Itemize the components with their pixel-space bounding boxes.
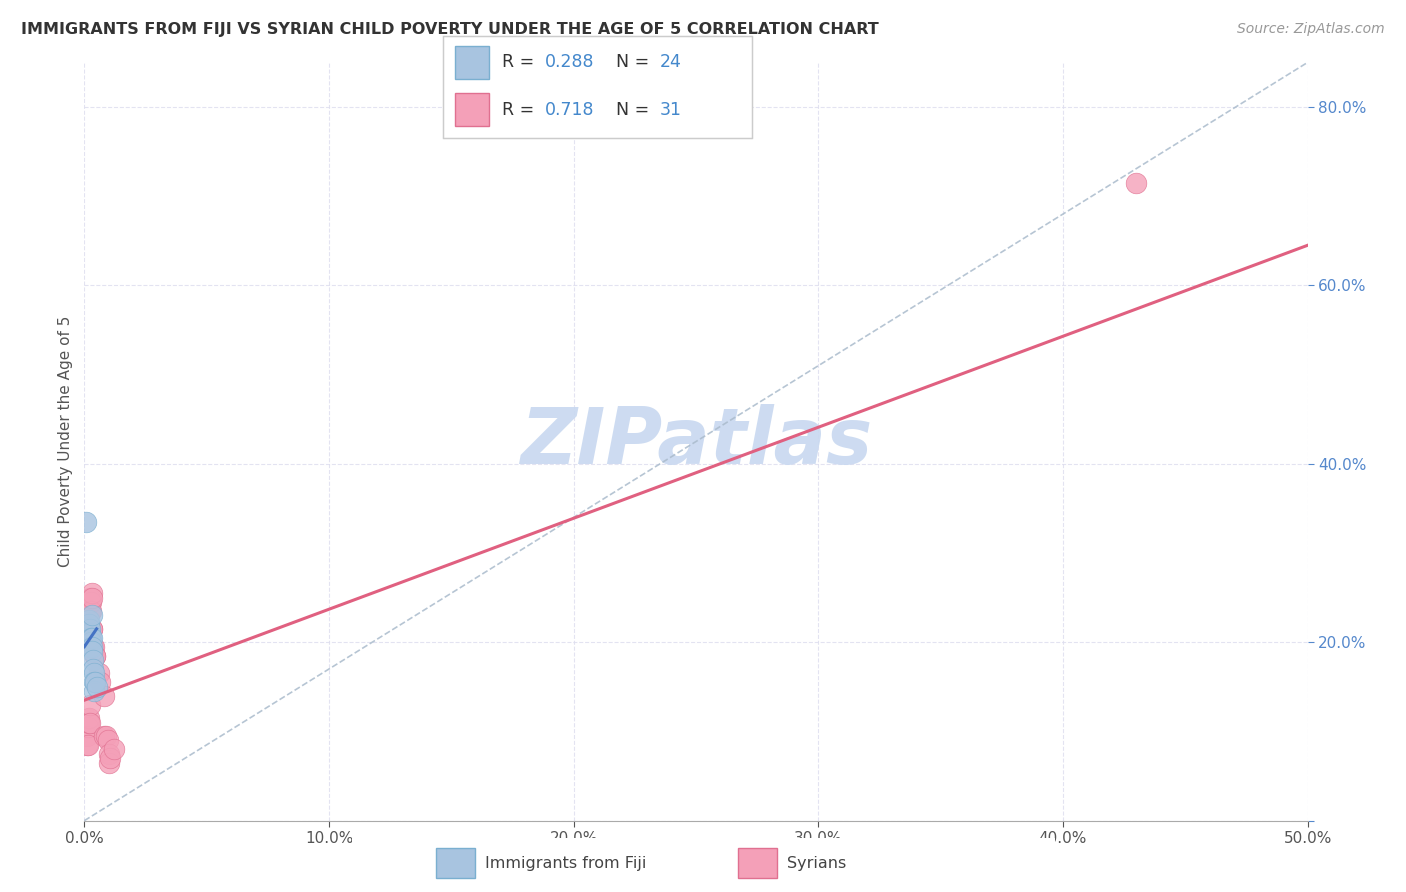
Text: ZIPatlas: ZIPatlas bbox=[520, 403, 872, 480]
Point bbox=[83, 675, 105, 690]
Point bbox=[79, 640, 101, 654]
Point bbox=[77, 626, 100, 640]
Y-axis label: Child Poverty Under the Age of 5: Child Poverty Under the Age of 5 bbox=[58, 316, 73, 567]
Point bbox=[93, 689, 115, 703]
Point bbox=[79, 626, 101, 640]
Point bbox=[80, 608, 103, 623]
Point bbox=[82, 640, 104, 654]
Point bbox=[77, 617, 100, 632]
Point bbox=[80, 604, 103, 618]
Point bbox=[84, 648, 107, 663]
Point bbox=[1125, 176, 1147, 190]
Point bbox=[103, 742, 125, 756]
Point bbox=[97, 747, 120, 761]
Point bbox=[89, 675, 111, 690]
Point bbox=[80, 631, 103, 645]
Text: 0.718: 0.718 bbox=[546, 101, 595, 119]
Point bbox=[86, 680, 108, 694]
Point bbox=[82, 653, 104, 667]
Bar bbox=[456, 45, 489, 78]
Point bbox=[77, 720, 100, 734]
Point bbox=[76, 622, 98, 636]
Point bbox=[82, 644, 104, 658]
Text: 31: 31 bbox=[659, 101, 682, 119]
Point bbox=[96, 729, 118, 743]
Point bbox=[79, 604, 101, 618]
Point bbox=[79, 591, 101, 605]
Text: IMMIGRANTS FROM FIJI VS SYRIAN CHILD POVERTY UNDER THE AGE OF 5 CORRELATION CHAR: IMMIGRANTS FROM FIJI VS SYRIAN CHILD POV… bbox=[21, 22, 879, 37]
Point bbox=[79, 698, 101, 712]
Point bbox=[84, 675, 107, 690]
Point bbox=[83, 684, 105, 698]
Point bbox=[75, 515, 97, 529]
Point bbox=[79, 715, 101, 730]
Point bbox=[80, 595, 103, 609]
Text: Source: ZipAtlas.com: Source: ZipAtlas.com bbox=[1237, 22, 1385, 37]
Text: R =: R = bbox=[502, 54, 540, 71]
Point bbox=[83, 648, 105, 663]
Point bbox=[82, 662, 104, 676]
Point bbox=[82, 591, 104, 605]
Point bbox=[76, 622, 98, 636]
Bar bbox=[436, 848, 475, 878]
Point bbox=[80, 586, 103, 600]
Point bbox=[79, 622, 101, 636]
Point bbox=[82, 640, 104, 654]
Point bbox=[83, 640, 105, 654]
Point bbox=[80, 631, 103, 645]
Point bbox=[76, 729, 98, 743]
Point bbox=[77, 711, 100, 725]
Point bbox=[83, 666, 105, 681]
Point bbox=[77, 715, 100, 730]
Text: Immigrants from Fiji: Immigrants from Fiji bbox=[485, 855, 647, 871]
Point bbox=[77, 613, 100, 627]
Text: 0.288: 0.288 bbox=[546, 54, 595, 71]
Point bbox=[79, 635, 101, 649]
Bar bbox=[738, 848, 778, 878]
Text: N =: N = bbox=[616, 54, 655, 71]
Text: N =: N = bbox=[616, 101, 655, 119]
Text: R =: R = bbox=[502, 101, 540, 119]
Text: 24: 24 bbox=[659, 54, 682, 71]
Point bbox=[77, 631, 100, 645]
Point bbox=[77, 738, 100, 752]
Point bbox=[80, 635, 103, 649]
Point bbox=[76, 738, 98, 752]
Bar bbox=[456, 93, 489, 126]
Point bbox=[87, 666, 110, 681]
Point bbox=[98, 751, 121, 765]
Point bbox=[97, 733, 120, 747]
Text: Syrians: Syrians bbox=[787, 855, 846, 871]
Point bbox=[80, 622, 103, 636]
Point bbox=[97, 756, 120, 770]
Point bbox=[93, 729, 115, 743]
Point bbox=[82, 622, 104, 636]
